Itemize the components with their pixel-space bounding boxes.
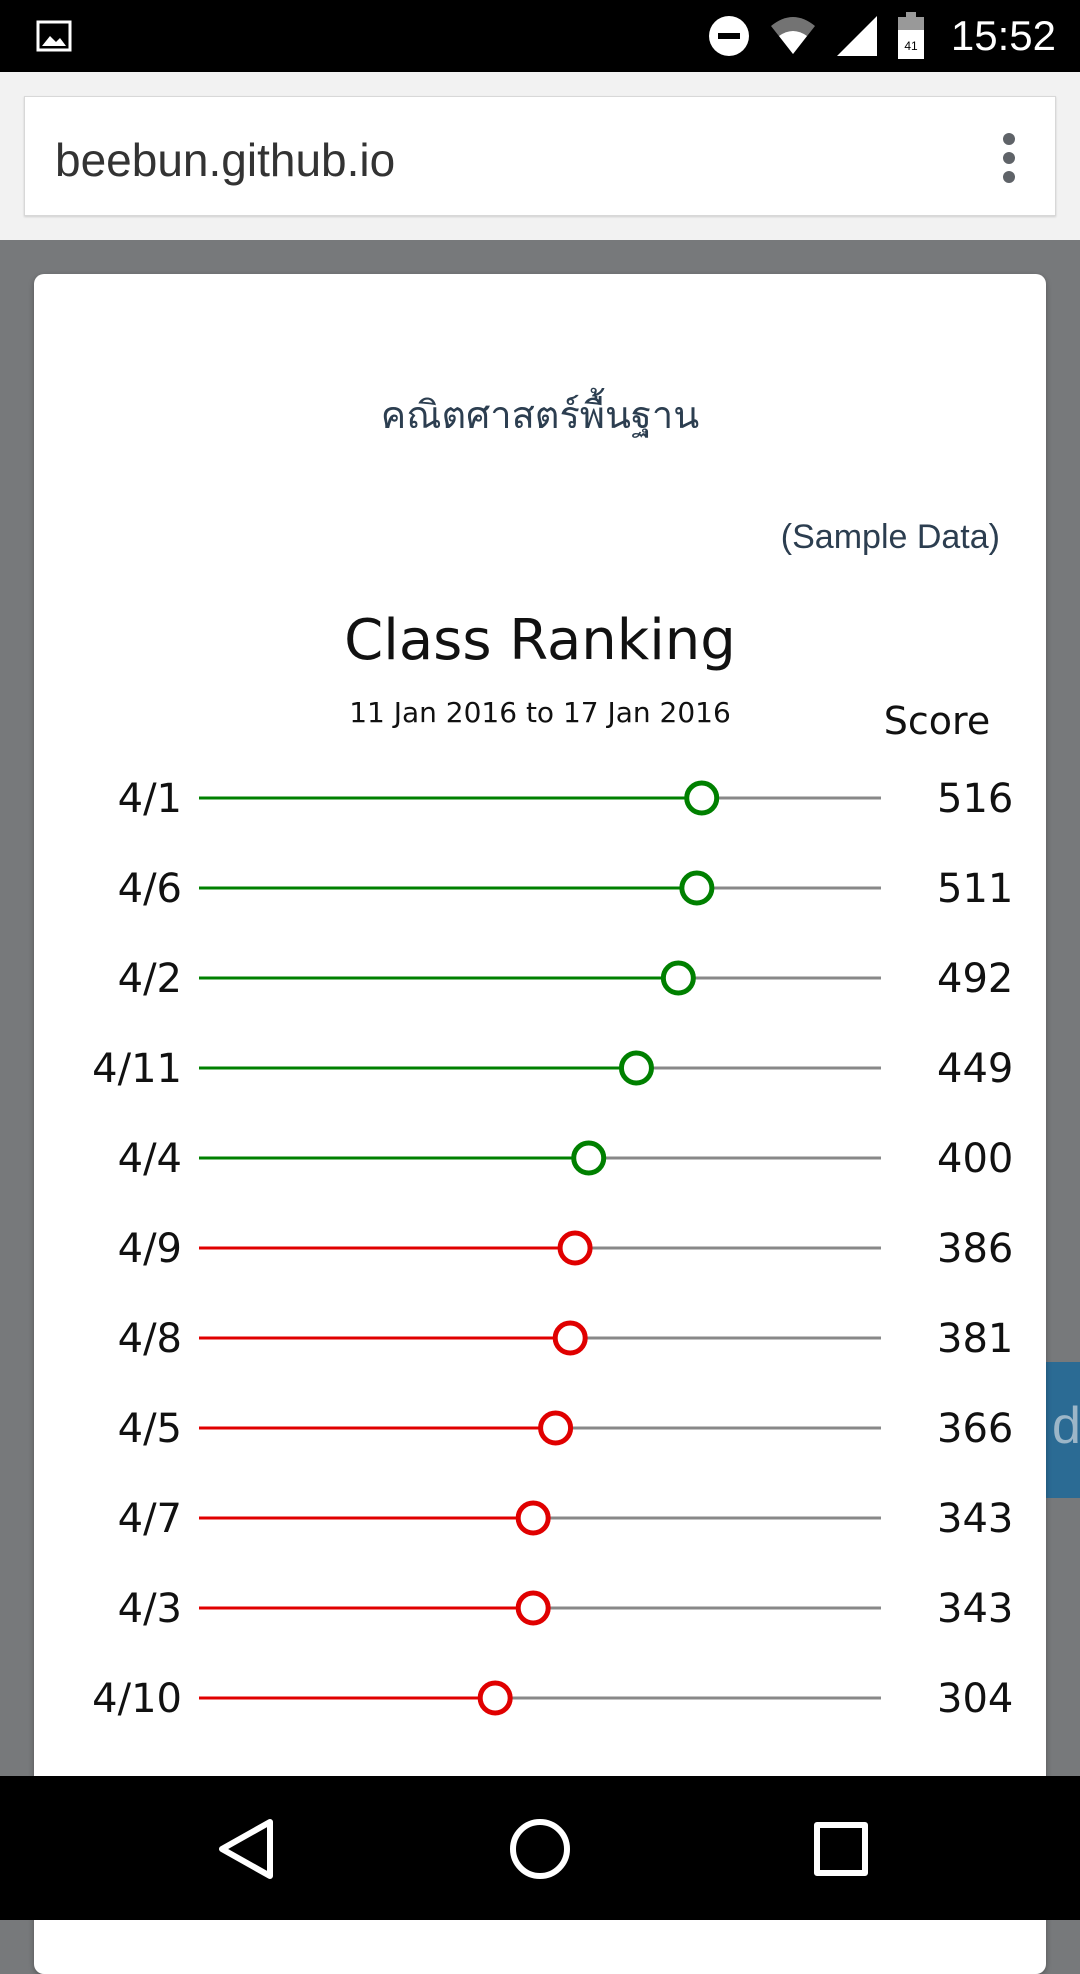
score-value: 343: [937, 1496, 1013, 1542]
chart-subtitle: 11 Jan 2016 to 17 Jan 2016: [349, 696, 731, 729]
score-value: 492: [937, 956, 1013, 1002]
do-not-disturb-icon: [708, 16, 749, 56]
side-tab[interactable]: de: [1046, 1362, 1080, 1498]
score-value: 304: [937, 1676, 1013, 1722]
class-label: 4/8: [118, 1316, 182, 1362]
score-point: [618, 1050, 654, 1086]
score-point: [477, 1680, 513, 1716]
score-value: 386: [937, 1226, 1013, 1272]
sample-data-note: (Sample Data): [780, 518, 1000, 556]
class-label: 4/2: [118, 956, 182, 1002]
score-point: [557, 1230, 593, 1266]
content-card: คณิตศาสตร์พื้นฐาน (Sample Data) Class Ra…: [34, 274, 1046, 1974]
score-header: Score: [884, 699, 990, 743]
svg-text:41: 41: [904, 39, 918, 53]
more-vert-icon[interactable]: [1003, 133, 1015, 183]
cell-signal-icon: [836, 16, 877, 56]
score-point: [571, 1140, 607, 1176]
class-ranking-chart: Class Ranking 11 Jan 2016 to 17 Jan 2016 S…: [92, 608, 1013, 1722]
class-label: 4/6: [118, 866, 182, 912]
recents-icon[interactable]: [806, 1814, 876, 1884]
score-point: [515, 1500, 551, 1536]
browser-toolbar: beebun.github.io: [0, 72, 1080, 240]
navigation-bar: [0, 1776, 1080, 1920]
status-time: 15:52: [950, 12, 1056, 59]
wifi-icon: [770, 17, 815, 54]
score-point: [538, 1410, 574, 1446]
class-label: 4/11: [92, 1046, 182, 1092]
image-icon: [36, 20, 72, 52]
score-value: 343: [937, 1586, 1013, 1632]
score-value: 366: [937, 1406, 1013, 1452]
url-bar[interactable]: beebun.github.io: [24, 96, 1056, 216]
status-bar: 41 15:52: [0, 0, 1080, 72]
class-label: 4/3: [118, 1586, 182, 1632]
score-value: 381: [937, 1316, 1013, 1362]
score-point: [515, 1590, 551, 1626]
class-label: 4/7: [118, 1496, 182, 1542]
score-point: [684, 780, 720, 816]
class-label: 4/1: [118, 776, 182, 822]
score-point: [679, 870, 715, 906]
url-text[interactable]: beebun.github.io: [55, 134, 396, 186]
chart-title: Class Ranking: [344, 608, 736, 673]
class-label: 4/4: [118, 1136, 182, 1182]
score-value: 449: [937, 1046, 1013, 1092]
score-point: [660, 960, 696, 996]
class-label: 4/5: [118, 1406, 182, 1452]
score-value: 511: [937, 866, 1013, 912]
score-value: 516: [937, 776, 1013, 822]
class-label: 4/9: [118, 1226, 182, 1272]
score-value: 400: [937, 1136, 1013, 1182]
score-point: [552, 1320, 588, 1356]
subject-title: คณิตศาสตร์พื้นฐาน: [380, 393, 700, 437]
battery-icon: 41: [897, 12, 924, 59]
home-icon[interactable]: [505, 1814, 575, 1884]
back-icon[interactable]: [212, 1814, 282, 1884]
class-label: 4/10: [92, 1676, 182, 1722]
side-tab-label: de: [1052, 1397, 1080, 1455]
